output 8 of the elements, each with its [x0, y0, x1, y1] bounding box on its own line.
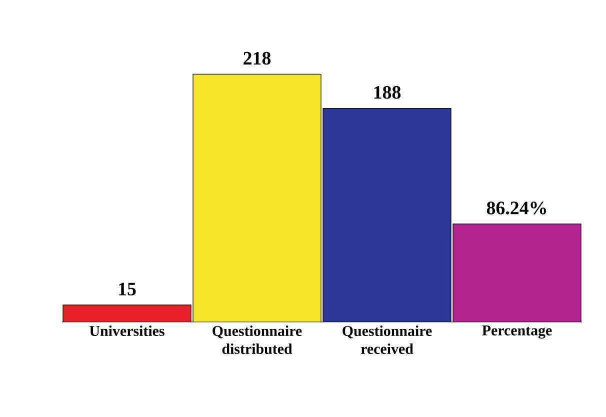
data-label: 86.24%: [486, 202, 546, 214]
x-tick-label: Questionnaire distributed: [212, 326, 302, 354]
x-tick-label: Percentage: [482, 326, 552, 339]
data-label: 218: [244, 52, 271, 65]
x-tick-label: Universities: [90, 326, 164, 336]
data-label: 15: [119, 282, 136, 296]
x-tick-label: Questionnaire received: [342, 326, 432, 354]
data-label: 188: [374, 86, 401, 99]
